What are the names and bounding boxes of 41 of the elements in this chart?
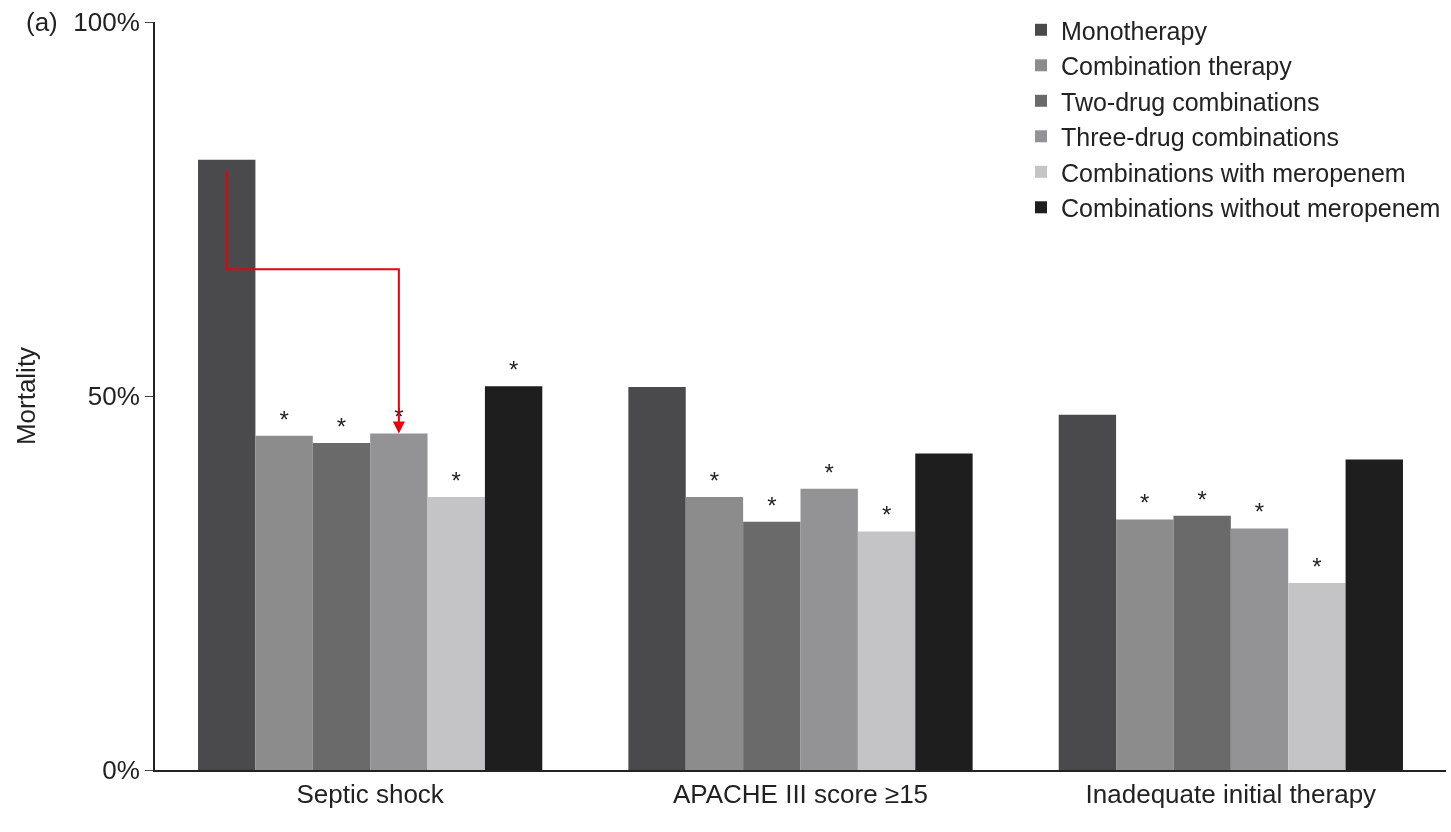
data-label: *	[767, 491, 777, 519]
data-label: *	[279, 405, 289, 433]
legend-label: Two-drug combinations	[1061, 87, 1320, 116]
data-label: *	[451, 466, 461, 494]
y-tick-label: 100%	[73, 7, 140, 38]
x-tick-label: Inadequate initial therapy	[1085, 779, 1377, 810]
bar	[427, 496, 485, 770]
legend-label: Three-drug combinations	[1061, 123, 1339, 152]
bar	[743, 521, 801, 770]
bar	[800, 488, 858, 770]
bar	[198, 159, 256, 770]
legend-label: Combination therapy	[1061, 52, 1293, 81]
y-axis-title: Mortality	[11, 346, 42, 446]
data-label: *	[824, 458, 834, 486]
x-tick-label: APACHE III score ≥15	[672, 779, 929, 810]
legend-label: Combinations without meropenem	[1061, 194, 1441, 223]
bar	[1230, 528, 1289, 770]
bar	[255, 435, 313, 770]
data-label: *	[881, 501, 892, 529]
bar	[312, 443, 371, 770]
data-label: *	[508, 356, 519, 384]
data-label: *	[709, 466, 720, 494]
y-tick-label: 50%	[87, 381, 140, 412]
x-tick-label: Septic shock	[296, 779, 445, 810]
y-tick-label: 0%	[102, 755, 140, 786]
data-label: *	[1140, 489, 1150, 517]
legend-label: Combinations with meropenem	[1061, 158, 1406, 187]
legend-label: Monotherapy	[1061, 16, 1208, 45]
bar	[370, 433, 428, 770]
data-label: *	[1254, 498, 1265, 526]
bar	[857, 531, 916, 770]
data-label: *	[1312, 553, 1322, 580]
data-label: *	[1197, 485, 1207, 513]
bar	[1058, 414, 1117, 770]
bar	[685, 496, 744, 770]
bar	[628, 387, 686, 770]
bar	[1173, 515, 1231, 770]
chart-title: (a)	[26, 7, 58, 37]
data-label: *	[336, 413, 347, 441]
bar	[1116, 519, 1174, 770]
bar	[1288, 583, 1346, 770]
